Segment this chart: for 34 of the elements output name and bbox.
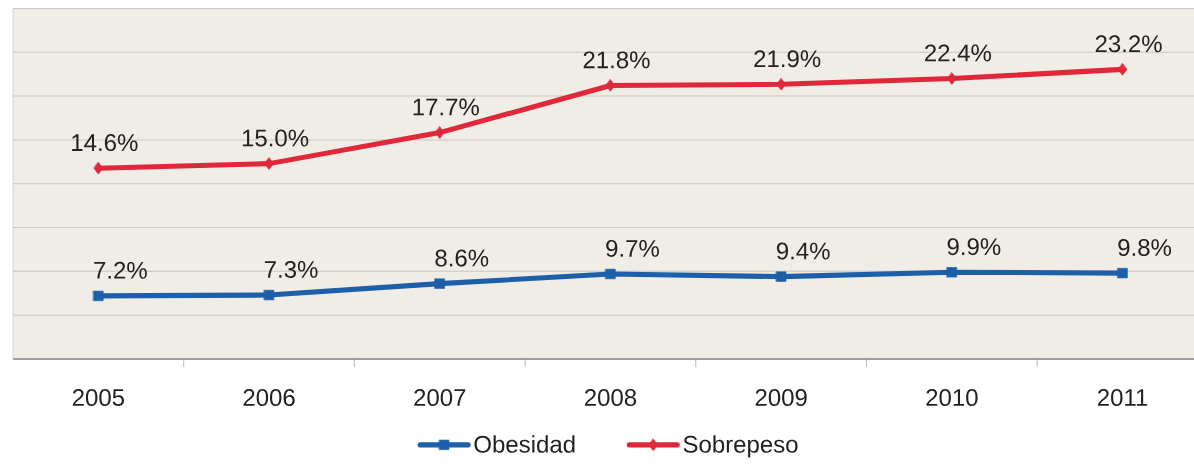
- point: [776, 271, 787, 282]
- point: [264, 157, 274, 170]
- data-label: 21.8%: [583, 51, 650, 69]
- x-tick-label: 2010: [926, 389, 978, 407]
- point: [947, 72, 957, 85]
- point: [605, 268, 616, 280]
- legend-label: Obesidad: [474, 435, 575, 453]
- data-label: 23.2%: [1095, 35, 1162, 53]
- data-label: 22.4%: [925, 44, 992, 62]
- point: [1117, 267, 1128, 279]
- x-tick-label: 2007: [414, 389, 466, 407]
- point: [946, 267, 957, 278]
- data-label: 14.6%: [72, 134, 138, 152]
- data-label: 15.0%: [242, 129, 309, 147]
- point: [263, 289, 275, 301]
- data-label: 21.9%: [754, 50, 821, 68]
- x-tick-label: 2009: [755, 389, 807, 407]
- point: [435, 126, 445, 139]
- legend-label: Sobrepeso: [683, 435, 798, 458]
- x-tick-label: 2006: [243, 389, 295, 407]
- x-tick-label: 2011: [1097, 389, 1148, 407]
- data-label: 8.6%: [435, 249, 489, 267]
- data-label: 7.2%: [94, 261, 147, 279]
- data-label: 9.8%: [1118, 239, 1172, 257]
- x-tick-label: 2005: [72, 389, 125, 407]
- point: [93, 290, 104, 302]
- data-label: 9.4%: [776, 242, 830, 260]
- data-label: 7.3%: [264, 260, 318, 278]
- x-tick-label: 2008: [584, 389, 637, 407]
- point: [434, 278, 445, 289]
- data-label: 9.9%: [947, 238, 1001, 256]
- data-label: 9.7%: [606, 239, 659, 257]
- point: [776, 78, 786, 91]
- data-label: 17.7%: [413, 98, 479, 116]
